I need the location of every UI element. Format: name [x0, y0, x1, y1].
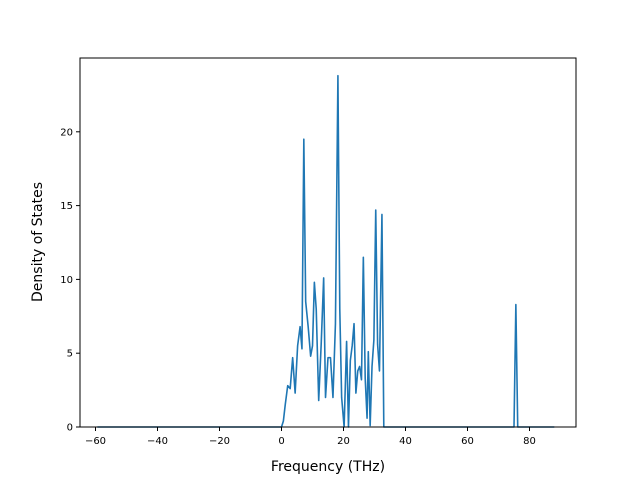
x-tick-label: 20 — [337, 436, 350, 447]
x-tick-label: 60 — [461, 436, 474, 447]
y-tick-label: 10 — [60, 275, 73, 286]
y-tick-label: 0 — [67, 423, 73, 434]
plot-area — [97, 74, 555, 428]
x-tick-label: −20 — [209, 436, 230, 447]
x-tick-label: −40 — [147, 436, 168, 447]
y-axis-title: Density of States — [30, 182, 46, 302]
x-tick-label: 80 — [523, 436, 536, 447]
y-tick-label: 15 — [60, 201, 73, 212]
dos-line-series-0 — [97, 74, 555, 428]
y-tick-label: 20 — [60, 127, 73, 138]
x-tick-label: 0 — [278, 436, 284, 447]
x-axis-title: Frequency (THz) — [271, 459, 385, 475]
x-tick-label: 40 — [399, 436, 412, 447]
ticks: −60 −40 −20 0 20 40 60 80 0 5 10 15 20 — [60, 127, 536, 447]
y-tick-label: 5 — [67, 349, 73, 360]
x-tick-label: −60 — [85, 436, 106, 447]
axes-frame — [79, 57, 577, 428]
